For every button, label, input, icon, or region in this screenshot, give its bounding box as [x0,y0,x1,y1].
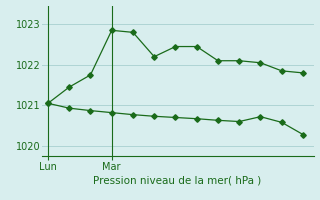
X-axis label: Pression niveau de la mer( hPa ): Pression niveau de la mer( hPa ) [93,176,262,186]
